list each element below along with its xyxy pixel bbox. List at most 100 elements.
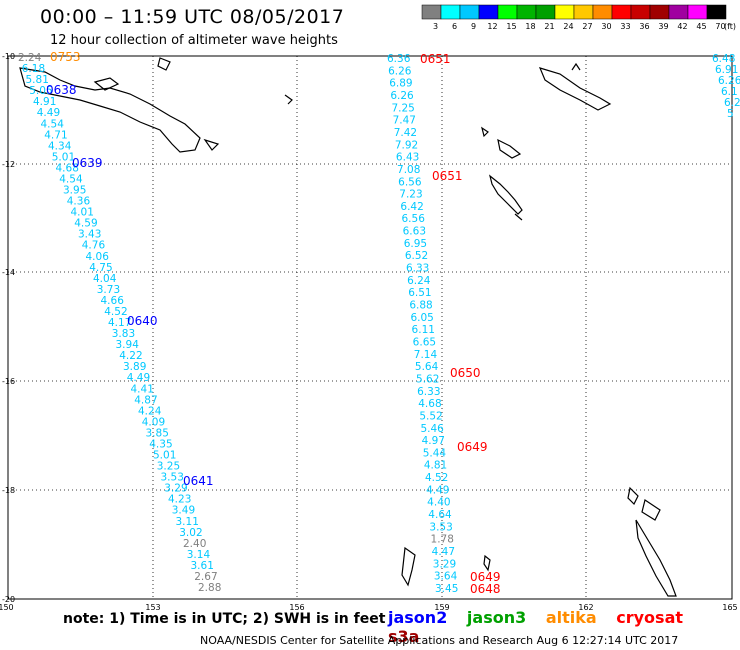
scale-swatch xyxy=(649,4,670,20)
scale-label: (ft) xyxy=(724,22,736,31)
swh-value: 6.43 xyxy=(396,152,419,164)
swh-value: 3.89 xyxy=(123,361,146,373)
swh-value: 5.46 xyxy=(420,423,444,435)
time-label: 0639 xyxy=(72,156,103,170)
swh-value: 3.29 xyxy=(433,558,456,570)
swh-value: 2.88 xyxy=(198,582,221,594)
swh-value: 6.24 xyxy=(407,275,431,287)
swh-value: 6.65 xyxy=(413,336,436,348)
legend-s3a: s3a xyxy=(388,627,420,646)
time-label: 0650 xyxy=(450,366,481,380)
scale-swatch xyxy=(687,4,708,20)
lat-tick: -12 xyxy=(2,160,15,169)
swh-value: 6.26 xyxy=(718,75,740,87)
lat-tick: -10 xyxy=(2,52,15,61)
swh-value: 4.64 xyxy=(428,509,452,521)
altimeter-track-left: 2.246.185.815.054.914.494.544.714.345.01… xyxy=(18,50,221,594)
swh-value: 6.91 xyxy=(715,64,738,76)
scale-swatch xyxy=(459,4,480,20)
swh-value: 7.14 xyxy=(414,349,438,361)
swh-value: 3.25 xyxy=(157,461,180,473)
swh-value: 4.52 xyxy=(104,306,127,318)
swh-value: 7.23 xyxy=(399,189,422,201)
swh-value: 5.52 xyxy=(419,410,442,422)
swh-value: 7.92 xyxy=(395,139,418,151)
swh-value: 7.08 xyxy=(397,164,420,176)
time-label: 0641 xyxy=(183,474,214,488)
legend-jason2: jason2 xyxy=(388,608,448,627)
swh-value: 6.63 xyxy=(403,226,426,238)
scale-label: 45 xyxy=(696,22,706,31)
swh-value: 4.49 xyxy=(426,484,449,496)
swh-value: 4.87 xyxy=(134,394,157,406)
coastline xyxy=(19,57,677,597)
swh-value: 4.24 xyxy=(138,405,162,417)
swh-value: 4.17 xyxy=(108,317,131,329)
swh-value: 5.64 xyxy=(415,361,439,373)
scale-swatch xyxy=(421,4,442,20)
swh-value: 4.35 xyxy=(149,438,172,450)
swh-value: 5.05 xyxy=(29,85,52,97)
scale-swatch xyxy=(478,4,499,20)
scale-swatch xyxy=(554,4,575,20)
swh-value: 3.94 xyxy=(116,339,140,351)
swh-value: 1.78 xyxy=(431,534,454,546)
swh-value: 4.75 xyxy=(89,262,112,274)
swh-value: 6.89 xyxy=(389,78,412,90)
swh-value: 4.40 xyxy=(427,497,450,509)
lat-tick: -14 xyxy=(2,268,15,277)
swh-value: 4.23 xyxy=(168,494,191,506)
swh-value: 3.49 xyxy=(172,505,195,517)
swh-value: 3.29 xyxy=(164,483,187,495)
swh-value: 5.44 xyxy=(423,447,447,459)
swh-value: 6.51 xyxy=(408,287,431,299)
axis-labels: 150 153 156 159 162 165 -10 -12 -14 -16 -18 -20 xyxy=(0,52,738,612)
time-label: 0649 xyxy=(470,570,501,584)
time-label: 0649 xyxy=(457,440,488,454)
color-scale: 3 6 9 12 15 18 21 24 27 30 33 36 39 42 45 70(ft) xyxy=(421,4,736,31)
swh-value: 2.40 xyxy=(183,538,206,550)
swh-value: 3.83 xyxy=(112,328,135,340)
scale-label: 36 xyxy=(639,22,649,31)
swh-value: 6.36 xyxy=(387,53,411,65)
swh-value: 6.26 xyxy=(388,65,412,77)
scale-swatch xyxy=(706,4,727,20)
scale-label: 24 xyxy=(563,22,573,31)
satellite-legend: jason2 jason3 altika cryosat s3a xyxy=(388,608,740,646)
swh-value: 4.59 xyxy=(74,218,97,230)
scale-label: 15 xyxy=(506,22,516,31)
swh-value: 3.61 xyxy=(191,560,214,572)
lon-tick: 156 xyxy=(289,603,304,612)
time-label: 0651 xyxy=(432,169,463,183)
swh-value: 6.48 xyxy=(712,53,735,65)
graticule xyxy=(8,56,732,599)
swh-value: 4.68 xyxy=(56,162,79,174)
scale-label: 70 xyxy=(715,22,725,31)
swh-value: 3.64 xyxy=(434,571,458,583)
scale-swatch xyxy=(516,4,537,20)
swh-value: 4.06 xyxy=(86,251,110,263)
swh-value: 6.95 xyxy=(404,238,427,250)
swh-value: 4.54 xyxy=(41,118,65,130)
swh-value: 2.67 xyxy=(194,571,217,583)
swh-value: 6.33 xyxy=(406,263,429,275)
swh-value: 4.81 xyxy=(424,460,447,472)
swh-value: 6.1 xyxy=(721,86,738,98)
lon-tick: 162 xyxy=(578,603,593,612)
swh-value: 6.42 xyxy=(400,201,423,213)
scale-label: 6 xyxy=(452,22,457,31)
time-label: 0640 xyxy=(127,314,158,328)
scale-swatch xyxy=(573,4,594,20)
time-label: 0648 xyxy=(470,582,501,596)
swh-value: 6.18 xyxy=(22,63,45,75)
scale-swatch xyxy=(592,4,613,20)
swh-value: 4.47 xyxy=(432,546,455,558)
lon-tick: 150 xyxy=(0,603,14,612)
swh-value: 4.36 xyxy=(67,196,91,208)
swh-value: 3.45 xyxy=(435,583,458,595)
swh-value: 6.33 xyxy=(417,386,440,398)
swh-value: 6.2 xyxy=(724,97,740,109)
time-label: 0638 xyxy=(46,83,77,97)
scale-label: 18 xyxy=(525,22,535,31)
swh-value: 3.73 xyxy=(97,284,120,296)
